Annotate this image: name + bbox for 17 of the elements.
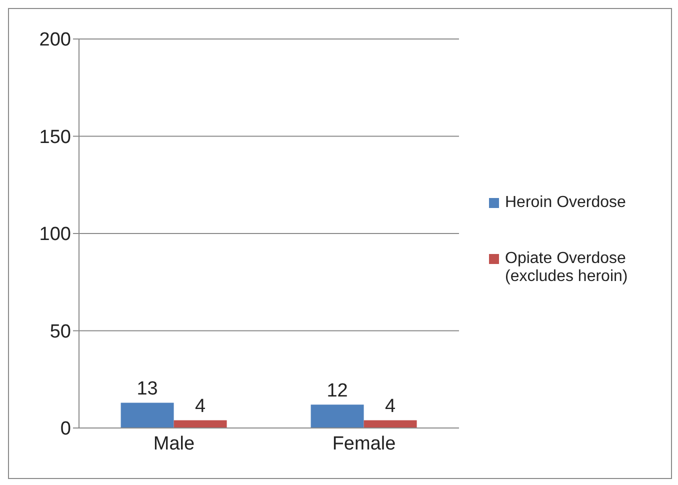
bar	[120, 402, 174, 428]
y-tick-label: 200	[39, 30, 71, 51]
y-tick-label: 100	[39, 224, 71, 246]
y-tick-label: 50	[50, 321, 71, 342]
x-tick-label: Female	[332, 433, 396, 454]
data-label: 12	[326, 380, 348, 402]
bar	[364, 420, 417, 428]
data-label: 13	[136, 378, 158, 400]
x-tick-label: Male	[153, 433, 195, 454]
bar	[310, 404, 364, 428]
data-label: 4	[195, 396, 206, 418]
legend-label: Opiate Overdose (excludes heroin)	[505, 250, 629, 286]
y-tick-label: 0	[60, 418, 71, 440]
y-tick-label: 150	[39, 126, 71, 148]
data-label: 4	[385, 396, 396, 418]
legend-label: Heroin Overdose	[505, 194, 626, 212]
bar	[174, 420, 227, 428]
